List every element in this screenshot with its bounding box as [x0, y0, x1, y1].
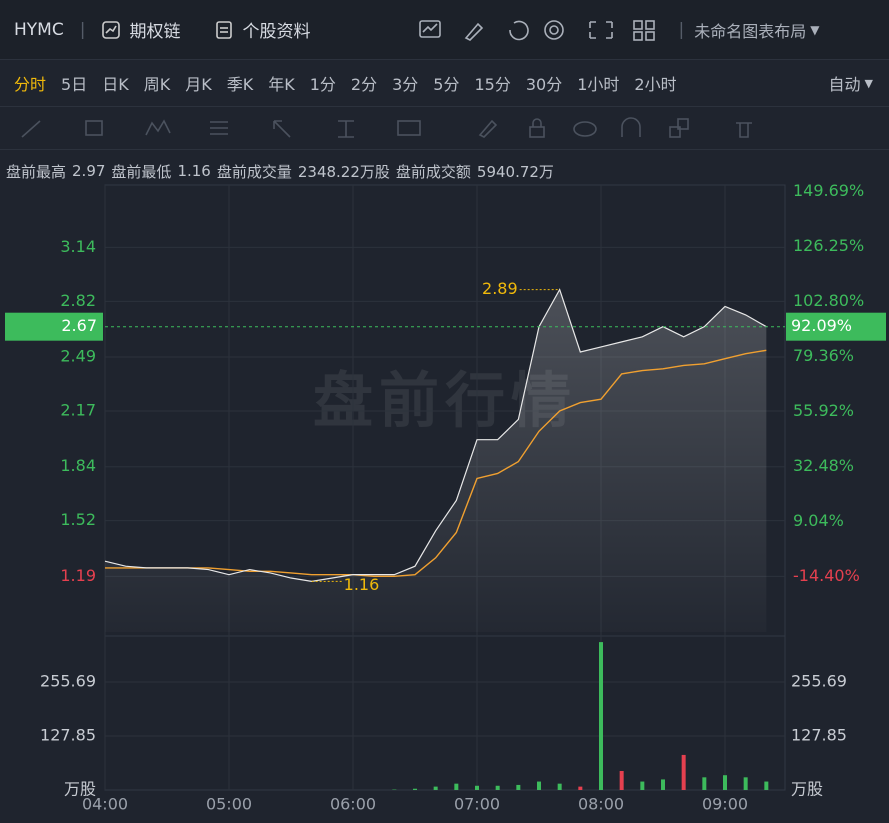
y2-tick-label: 79.36%	[793, 346, 854, 365]
symbol[interactable]: HYMC	[14, 19, 64, 40]
period-tab[interactable]: 月K	[185, 75, 212, 94]
link[interactable]: 期权链	[129, 22, 181, 42]
stat-value: 2.97	[72, 162, 106, 180]
volume-bar	[764, 781, 769, 790]
period-tab[interactable]: 1分	[309, 75, 336, 94]
y2-tick-label: 126.25%	[793, 236, 864, 255]
y-tick-label: 1.84	[60, 456, 96, 475]
period-tab[interactable]: 1小时	[577, 75, 620, 94]
volume-bar	[433, 786, 438, 790]
mode-select[interactable]: 自动	[828, 75, 861, 94]
y-tick-label: 2.17	[60, 401, 96, 420]
volume-bar	[661, 779, 665, 790]
price-line	[105, 349, 767, 578]
price-area	[105, 289, 767, 632]
period-tab[interactable]: 周K	[143, 75, 171, 94]
volume-tick-label: 127.85	[791, 725, 847, 744]
period-tab[interactable]: 3分	[392, 75, 419, 94]
stats-line: 盘前最高 2.97 盘前最低 1.16 盘前成交量 2348.22万股 盘前成交额 5940.…	[0, 158, 889, 184]
y2-tick-label: 102.80%	[793, 291, 864, 310]
x-tick-label: 06:00	[330, 795, 376, 814]
x-tick-label: 04:00	[82, 795, 128, 814]
last-change-label: 92.09%	[791, 316, 852, 335]
volume-unit: 万股	[64, 780, 96, 799]
y2-tick-label: 55.92%	[793, 401, 854, 420]
x-tick-label: 07:00	[454, 795, 500, 814]
y-tick-label: 1.52	[60, 510, 96, 529]
drawing-tools	[0, 106, 889, 150]
volume-bar	[702, 777, 707, 790]
volume-unit: 万股	[791, 780, 823, 799]
period-tab[interactable]: 30分	[525, 75, 563, 94]
layout-name[interactable]: 未命名图表布局	[694, 21, 807, 41]
y2-tick-label: -14.40%	[793, 566, 860, 585]
tool-icons	[21, 117, 752, 138]
high-label: 2.89	[482, 279, 518, 298]
y-tick-label: 2.82	[60, 291, 96, 310]
period-tab[interactable]: 年K	[268, 75, 295, 94]
last-price-label: 2.67	[61, 316, 97, 335]
volume-bar	[578, 786, 583, 790]
volume-tick-label: 255.69	[40, 671, 96, 690]
y-tick-label: 2.49	[60, 347, 96, 366]
volume-bar	[640, 781, 645, 790]
x-tick-label: 08:00	[578, 795, 624, 814]
volume-tick-label: 127.85	[40, 725, 96, 744]
stat-value: 5940.72万	[476, 162, 554, 181]
volume-bar	[454, 783, 459, 790]
stat-label: 盘前最高	[6, 162, 67, 181]
volume-bar	[681, 754, 686, 790]
volume-bar	[599, 642, 603, 790]
volume-bar	[723, 775, 727, 790]
x-tick-label: 09:00	[702, 795, 748, 814]
price-line	[104, 288, 767, 583]
period-tab[interactable]: 2分	[350, 75, 378, 94]
volume-bar	[413, 788, 417, 790]
period-tab[interactable]: 2小时	[634, 75, 677, 94]
icon	[102, 20, 121, 39]
stat-label: 盘前成交量	[216, 162, 292, 181]
y2-tick-label: 32.48%	[793, 456, 854, 475]
stat-value: 2348.22万股	[297, 162, 390, 181]
stat-value: 1.16	[177, 162, 211, 180]
stat-label: 盘前成交额	[395, 162, 471, 181]
last-change-badge	[786, 312, 886, 341]
y2-tick-label: 9.04%	[793, 511, 844, 530]
top-bar: HYMC | 期权链 个股资料 | 未命名图表布局 ▼	[0, 0, 889, 60]
low-label: 1.16	[344, 575, 380, 594]
period-tab[interactable]: 分时	[14, 75, 47, 94]
last-price-badge	[5, 312, 103, 341]
volume-bar	[743, 777, 748, 790]
volume-bar	[516, 784, 521, 790]
stat-label: 盘前最低	[111, 162, 172, 181]
period-tabs: 分时 5日 日K 周K 月K 季K 年K 1分 2分 3分 5分 15分 30分 1小时 2小时 自动 ▼	[0, 60, 889, 106]
period-tab[interactable]: 5分	[433, 75, 460, 94]
period-tab[interactable]: 5日	[61, 75, 88, 94]
y-tick-label: 3.14	[60, 237, 96, 256]
icon	[216, 20, 233, 39]
period-tab[interactable]: 季K	[226, 75, 254, 94]
volume-bar	[557, 783, 562, 790]
period-tab[interactable]: 日K	[102, 75, 129, 94]
dropdown-arrow: ▼	[864, 76, 873, 90]
toolbar-icons	[419, 19, 656, 41]
y2-tick-label: 149.69%	[793, 181, 864, 200]
link[interactable]: 个股资料	[242, 22, 311, 42]
volume-bar	[495, 785, 500, 790]
period-tab[interactable]: 15分	[474, 75, 511, 94]
volume-bar	[537, 781, 541, 790]
volume-tick-label: 255.69	[791, 671, 847, 690]
y-tick-label: 1.19	[60, 566, 96, 585]
volume-bar	[619, 770, 624, 790]
x-tick-label: 05:00	[206, 795, 252, 814]
volume-bar	[475, 785, 479, 790]
